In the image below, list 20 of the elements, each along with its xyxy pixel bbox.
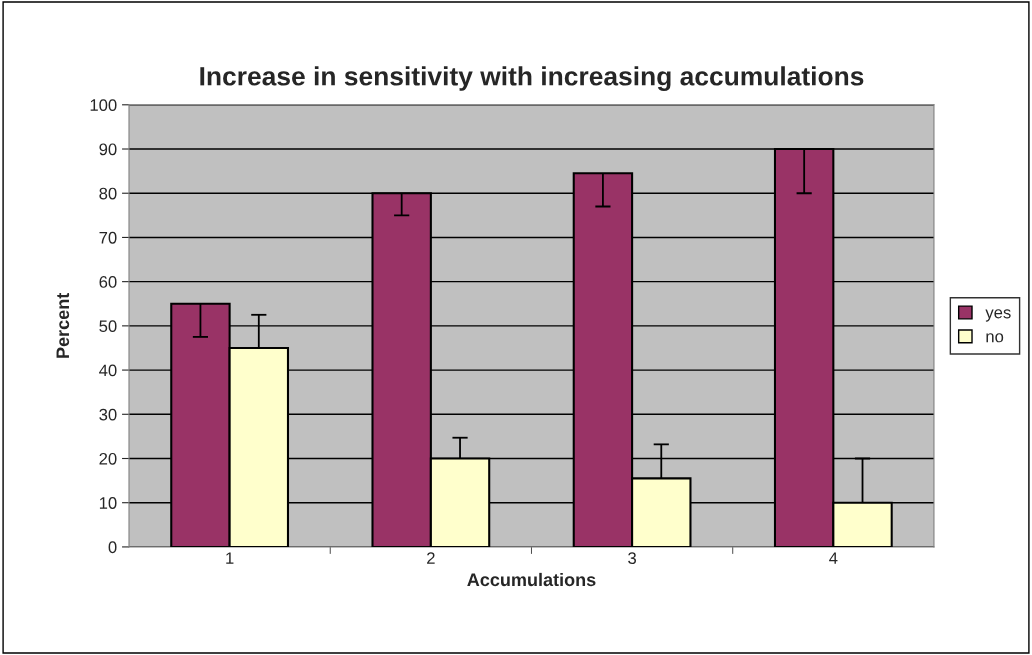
- y-tick-label: 20: [99, 452, 117, 465]
- y-tick-label: 0: [108, 541, 117, 554]
- chart-title: Increase in sensitivity with increasing accumulations: [200, 66, 864, 91]
- y-tick-label: 30: [99, 408, 117, 421]
- y-tick-label: 40: [99, 364, 117, 377]
- y-tick-label: 10: [99, 497, 117, 509]
- x-tick-label: 4: [829, 552, 838, 564]
- x-tick-label: 3: [628, 552, 636, 565]
- x-tick-label: 1: [226, 552, 234, 564]
- y-tick-label: 90: [99, 143, 117, 156]
- y-tick-label: 100: [90, 99, 117, 111]
- x-tick-label: 2: [427, 552, 435, 564]
- y-axis-title: Percent: [56, 292, 70, 358]
- y-tick-label: 70: [99, 231, 117, 244]
- y-tick-label: 50: [99, 320, 117, 333]
- legend-label: yes: [985, 309, 1011, 322]
- x-axis-title: Accumulations: [467, 572, 596, 587]
- legend-label: no: [986, 333, 1004, 343]
- y-tick-label: 60: [99, 276, 117, 288]
- y-tick-label: 80: [99, 187, 117, 200]
